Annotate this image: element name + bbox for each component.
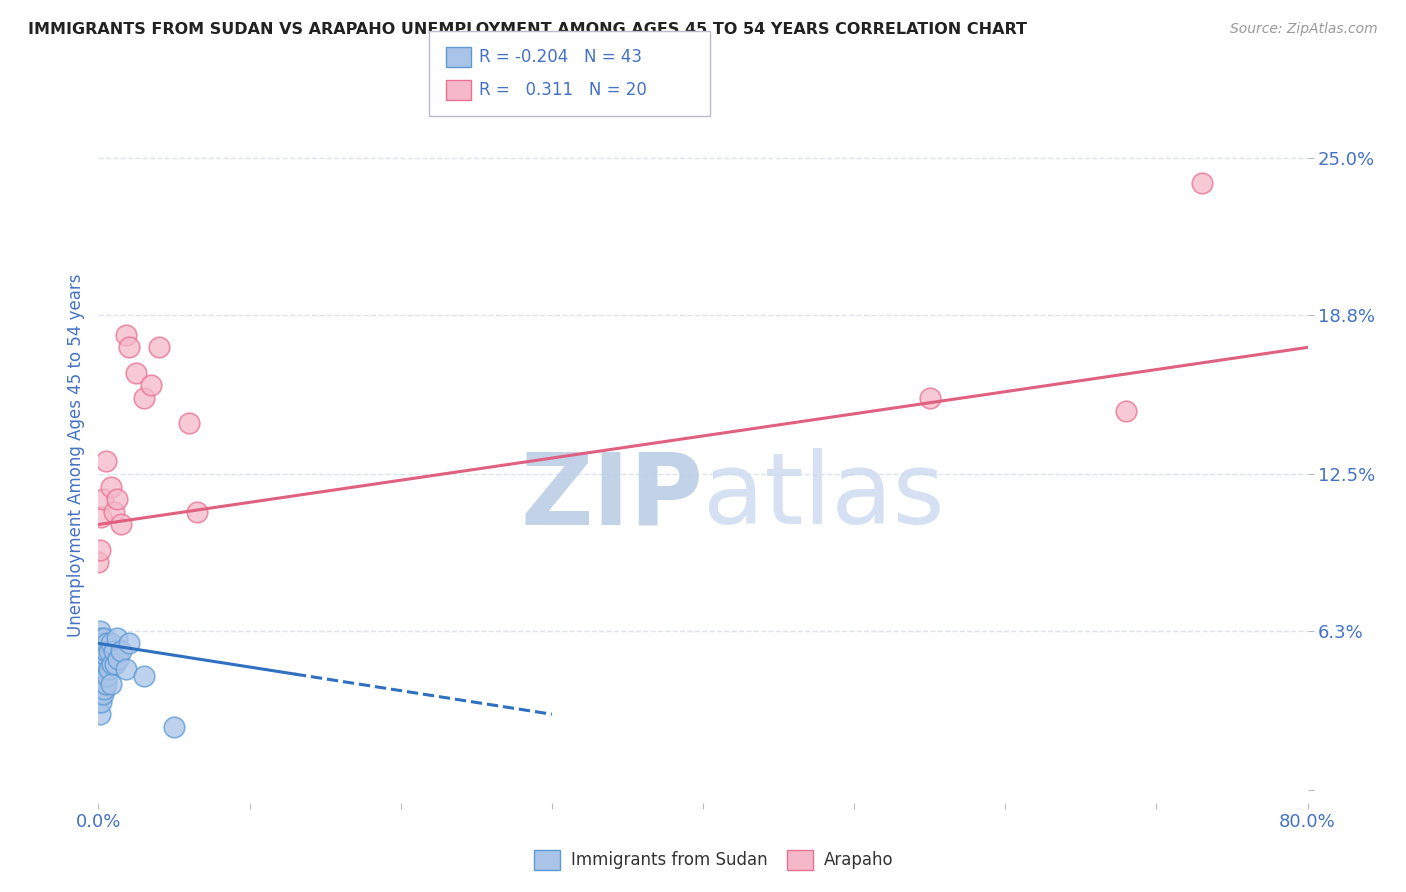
- Point: [103, 505, 125, 519]
- Point: [87, 681, 110, 696]
- Point: [91, 651, 114, 665]
- Point: [89, 677, 111, 691]
- Point: [91, 687, 114, 701]
- Point: [110, 517, 132, 532]
- Point: [94, 454, 117, 468]
- Point: [90, 677, 112, 691]
- Point: [94, 677, 117, 691]
- Text: IMMIGRANTS FROM SUDAN VS ARAPAHO UNEMPLOYMENT AMONG AGES 45 TO 54 YEARS CORRELAT: IMMIGRANTS FROM SUDAN VS ARAPAHO UNEMPLO…: [28, 22, 1028, 37]
- Point: [89, 542, 111, 557]
- Point: [100, 636, 122, 650]
- Point: [96, 636, 118, 650]
- Point: [148, 340, 170, 354]
- Point: [98, 662, 121, 676]
- Point: [93, 662, 115, 676]
- Point: [90, 644, 112, 658]
- Point: [118, 636, 141, 650]
- Point: [118, 340, 141, 354]
- Text: Immigrants from Sudan: Immigrants from Sudan: [571, 851, 768, 869]
- Point: [163, 720, 186, 734]
- Point: [114, 327, 136, 342]
- Point: [87, 669, 110, 683]
- Point: [89, 648, 111, 663]
- Point: [87, 657, 110, 671]
- Point: [93, 632, 115, 646]
- Point: [177, 417, 201, 431]
- Point: [89, 707, 111, 722]
- Point: [114, 662, 136, 676]
- Point: [1191, 176, 1213, 190]
- Text: Source: ZipAtlas.com: Source: ZipAtlas.com: [1230, 22, 1378, 37]
- Point: [1115, 403, 1137, 417]
- Text: ZIP: ZIP: [520, 448, 703, 545]
- Point: [918, 391, 941, 405]
- Text: Arapaho: Arapaho: [824, 851, 894, 869]
- Point: [107, 651, 129, 665]
- Point: [100, 479, 122, 493]
- Point: [105, 492, 128, 507]
- Point: [91, 636, 114, 650]
- Point: [93, 647, 115, 661]
- Point: [87, 556, 110, 570]
- Point: [98, 644, 121, 658]
- Text: R =   0.311   N = 20: R = 0.311 N = 20: [479, 81, 647, 99]
- Point: [101, 657, 124, 671]
- Point: [87, 695, 110, 709]
- Point: [89, 662, 111, 676]
- Point: [132, 391, 155, 405]
- Point: [94, 644, 117, 658]
- Point: [132, 669, 155, 683]
- Point: [89, 624, 111, 638]
- Point: [91, 669, 114, 683]
- Point: [141, 378, 163, 392]
- Point: [90, 695, 112, 709]
- Point: [91, 492, 114, 507]
- Point: [87, 644, 110, 658]
- Point: [90, 509, 112, 524]
- Point: [100, 677, 122, 691]
- Point: [89, 687, 111, 701]
- Point: [90, 662, 112, 676]
- Text: atlas: atlas: [703, 448, 945, 545]
- Point: [105, 632, 128, 646]
- Point: [89, 636, 111, 650]
- Point: [90, 632, 112, 646]
- Point: [104, 657, 127, 671]
- Point: [186, 505, 208, 519]
- Point: [93, 681, 115, 696]
- Point: [125, 366, 148, 380]
- Point: [96, 669, 118, 683]
- Point: [110, 644, 132, 658]
- Y-axis label: Unemployment Among Ages 45 to 54 years: Unemployment Among Ages 45 to 54 years: [66, 273, 84, 637]
- Point: [103, 644, 125, 658]
- Text: R = -0.204   N = 43: R = -0.204 N = 43: [479, 48, 643, 66]
